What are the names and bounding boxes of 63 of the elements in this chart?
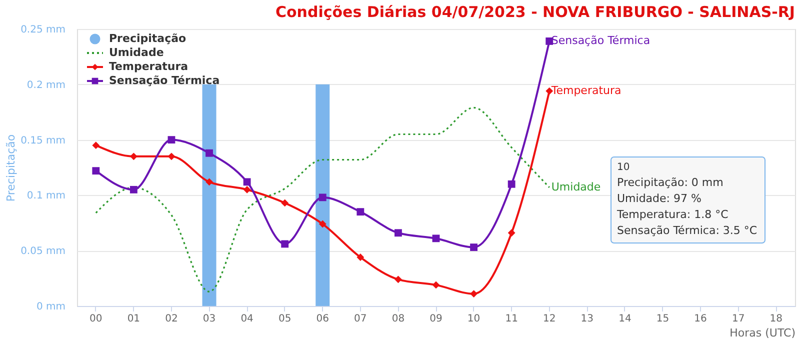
point — [394, 229, 402, 237]
y-tick-label: 0.25 mm — [20, 24, 66, 36]
y-tick-label: 0.15 mm — [20, 135, 66, 146]
x-tick-label: 16 — [694, 314, 707, 324]
x-tick-label: 11 — [505, 314, 518, 324]
point — [356, 254, 364, 261]
point — [92, 167, 100, 175]
x-tick-label: 02 — [165, 314, 178, 324]
x-tick-label: 04 — [240, 314, 254, 324]
x-tick-label: 13 — [580, 314, 594, 324]
y-tick-label: 0 mm — [36, 302, 66, 312]
x-tick-label: 09 — [430, 314, 442, 324]
point — [318, 194, 326, 202]
point — [243, 178, 251, 186]
point — [356, 208, 364, 216]
legend-label: Precipitação — [109, 32, 187, 45]
point — [92, 142, 100, 150]
x-tick-label: 05 — [278, 314, 292, 324]
text: Temperatura — [551, 84, 622, 98]
y-tick-label: 0.2 mm — [26, 80, 66, 91]
point — [206, 149, 213, 157]
y-axis-title: Precipitação — [4, 134, 18, 202]
point — [432, 234, 440, 242]
text: Umidade — [551, 180, 601, 194]
x-tick-label: 15 — [656, 314, 670, 324]
annotation: Sensação Térmica: 3.5 °C — [617, 224, 758, 237]
point — [508, 180, 516, 188]
x-tick-label: 03 — [202, 314, 216, 324]
point — [281, 240, 289, 248]
x-axis-title: Horas (UTC) — [730, 326, 796, 340]
annotation: 10 — [617, 162, 630, 173]
legend-label: Temperatura — [109, 60, 188, 73]
x-tick-label: 00 — [90, 314, 102, 324]
x-tick-label: 06 — [316, 314, 329, 324]
x-tick-label: 07 — [354, 314, 367, 324]
point — [318, 220, 326, 228]
point — [470, 244, 478, 251]
point — [130, 186, 138, 194]
point — [206, 178, 213, 186]
x-tick-label: 10 — [467, 314, 480, 324]
point — [508, 229, 516, 237]
x-tick-label: 17 — [732, 314, 745, 324]
legend-label: Sensação Térmica — [109, 74, 220, 87]
x-tick-label: 12 — [543, 314, 556, 324]
x-tick-label: 14 — [618, 314, 632, 324]
chart-title: Condições Diárias 04/07/2023 - NOVA FRIBURGO - SALINAS-RJ — [275, 3, 795, 21]
point — [168, 152, 176, 160]
y-tick-label: 0.1 mm — [26, 190, 66, 202]
x-tick-label: 08 — [392, 314, 405, 324]
legend-label: Umidade — [109, 46, 164, 59]
point — [394, 276, 402, 284]
annotation: Precipitação: 0 mm — [617, 176, 724, 189]
point — [168, 136, 176, 144]
point — [281, 199, 289, 207]
point — [243, 186, 251, 194]
x-tick-label: 01 — [127, 314, 140, 324]
y-tick-label: 0.05 mm — [20, 246, 66, 258]
point — [130, 152, 138, 160]
point — [470, 290, 478, 298]
annotation: Temperatura: 1.8 °C — [616, 208, 729, 221]
point — [432, 281, 440, 289]
annotation: Umidade: 97 % — [617, 192, 702, 205]
x-tick-label: 18 — [770, 314, 782, 324]
